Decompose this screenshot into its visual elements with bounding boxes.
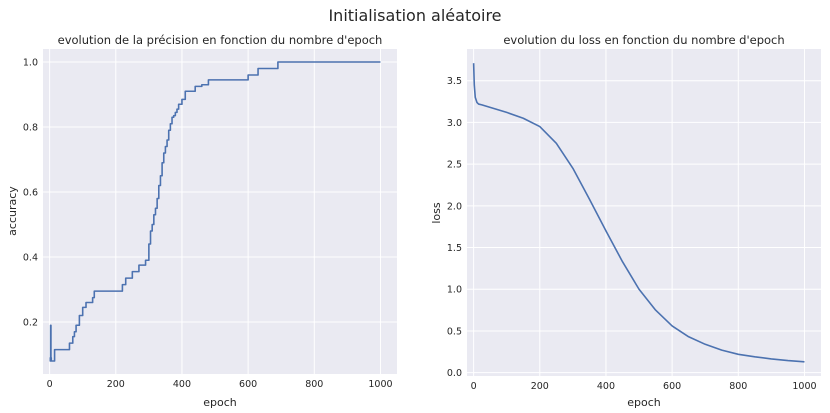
accuracy-x-tick-label: 600 [239,379,257,390]
loss-x-tick-label: 200 [531,381,549,392]
loss-series-line [472,63,805,363]
loss-y-tick-label: 0.5 [447,326,462,337]
accuracy-x-tick-label: 200 [107,379,125,390]
loss-series-layer [472,63,805,363]
accuracy-x-tick-label: 0 [47,379,53,390]
loss-y-tick-label: 0.0 [447,368,462,379]
accuracy-x-tick-label: 800 [305,379,323,390]
loss-x-tick-label: 1000 [792,381,816,392]
accuracy-y-tick-label: 0.4 [23,253,38,264]
accuracy-x-tick-label: 1000 [368,379,392,390]
loss-x-tick-label: 0 [471,381,477,392]
loss-y-tick-label: 2.5 [447,160,462,171]
accuracy-ticks: 0 200 400 600 800 1000 0.2 0.4 0.6 0.8 1.0 [23,58,393,391]
loss-grid [467,49,821,376]
loss-y-tick-label: 2.0 [447,201,462,212]
accuracy-x-axis-label: epoch [203,396,237,409]
loss-y-axis-label: loss [430,202,443,224]
accuracy-y-tick-label: 0.2 [23,318,38,329]
accuracy-y-tick-label: 1.0 [23,58,38,69]
loss-y-tick-label: 1.5 [447,243,462,254]
accuracy-plot-area [43,49,397,374]
loss-x-tick-label: 600 [663,381,681,392]
accuracy-chart: 0 200 400 600 800 1000 0.2 0.4 0.6 0.8 1.0 evoluti… [6,33,397,409]
loss-chart: 0 200 400 600 800 1000 0.0 0.5 1.0 1.5 2.0 2.5 3.0 3.… [430,33,821,409]
loss-y-tick-label: 3.0 [447,118,462,129]
accuracy-series-layer [49,61,381,362]
loss-y-tick-label: 1.0 [447,285,462,296]
loss-ticks: 0 200 400 600 800 1000 0.0 0.5 1.0 1.5 2.0 2.5 3.0 3.… [447,76,817,392]
loss-x-tick-label: 800 [729,381,747,392]
loss-chart-title: evolution du loss en fonction du nombre … [503,33,784,47]
accuracy-x-tick-label: 400 [173,379,191,390]
figure-title: Initialisation aléatoire [328,6,501,25]
loss-y-tick-label: 3.5 [447,76,462,87]
loss-x-axis-label: epoch [627,396,661,409]
loss-plot-area [467,49,821,376]
accuracy-series-line [49,61,381,362]
loss-x-tick-label: 400 [597,381,615,392]
accuracy-y-tick-label: 0.6 [23,188,38,199]
accuracy-chart-title: evolution de la précision en fonction du… [58,33,383,47]
accuracy-y-axis-label: accuracy [6,186,19,236]
accuracy-y-tick-label: 0.8 [23,123,38,134]
